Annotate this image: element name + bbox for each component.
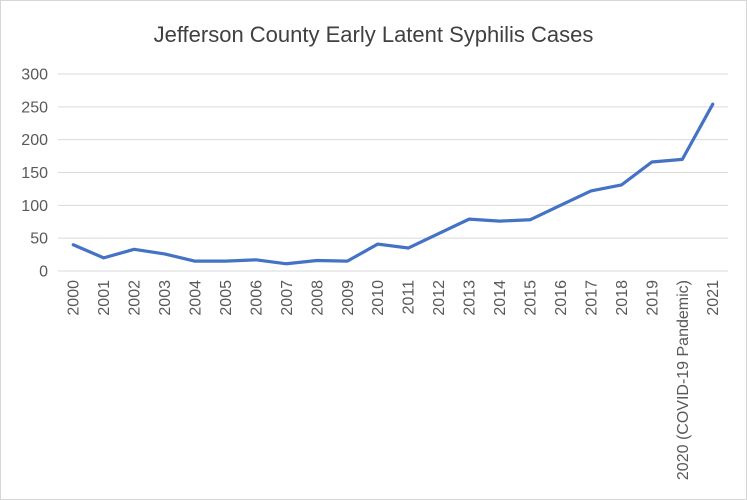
- x-axis-tick-label: 2018: [614, 280, 631, 316]
- cases-line-series: [71, 102, 715, 266]
- x-axis-tick-label: 2005: [218, 280, 235, 316]
- x-axis-tick-label: 2021: [705, 280, 722, 316]
- x-axis-tick-label: 2017: [583, 280, 600, 316]
- y-axis-tick-label: 150: [21, 165, 48, 182]
- x-axis-tick-label: 2010: [370, 280, 387, 316]
- x-axis-tick-label: 2002: [127, 280, 144, 316]
- x-axis-tick-label: 2008: [309, 280, 326, 316]
- x-axis-tick-label: 2016: [553, 280, 570, 316]
- x-axis-tick-label: 2006: [248, 280, 265, 316]
- y-axis-tick-label: 100: [21, 198, 48, 215]
- x-axis-tick-label: 2000: [66, 280, 83, 316]
- x-axis-tick-label: 2013: [462, 280, 479, 316]
- chart-title: Jefferson County Early Latent Syphilis C…: [153, 22, 594, 47]
- x-axis-tick-label: 2011: [401, 280, 418, 315]
- y-axis-tick-label: 250: [21, 99, 48, 116]
- x-axis-tick-label: 2019: [644, 280, 661, 316]
- y-axis-tick-label: 300: [21, 66, 48, 83]
- y-axis-tick-label: 200: [21, 132, 48, 149]
- x-axis-tick-label: 2007: [279, 280, 296, 316]
- x-axis-tick-label: 2003: [157, 280, 174, 316]
- x-axis-tick-label: 2012: [431, 280, 448, 316]
- y-axis-tick-label: 0: [39, 263, 48, 280]
- x-axis-tick-label: 2004: [187, 280, 204, 316]
- x-axis-tick-label: 2001: [96, 280, 113, 316]
- x-axis-tick-label: 2009: [340, 280, 357, 316]
- y-axis-tick-label: 50: [30, 231, 48, 248]
- x-axis-tick-label: 2020 (COVID-19 Pandemic): [675, 280, 692, 480]
- x-axis-tick-label: 2015: [522, 280, 539, 316]
- x-axis-tick-label: 2014: [492, 280, 509, 316]
